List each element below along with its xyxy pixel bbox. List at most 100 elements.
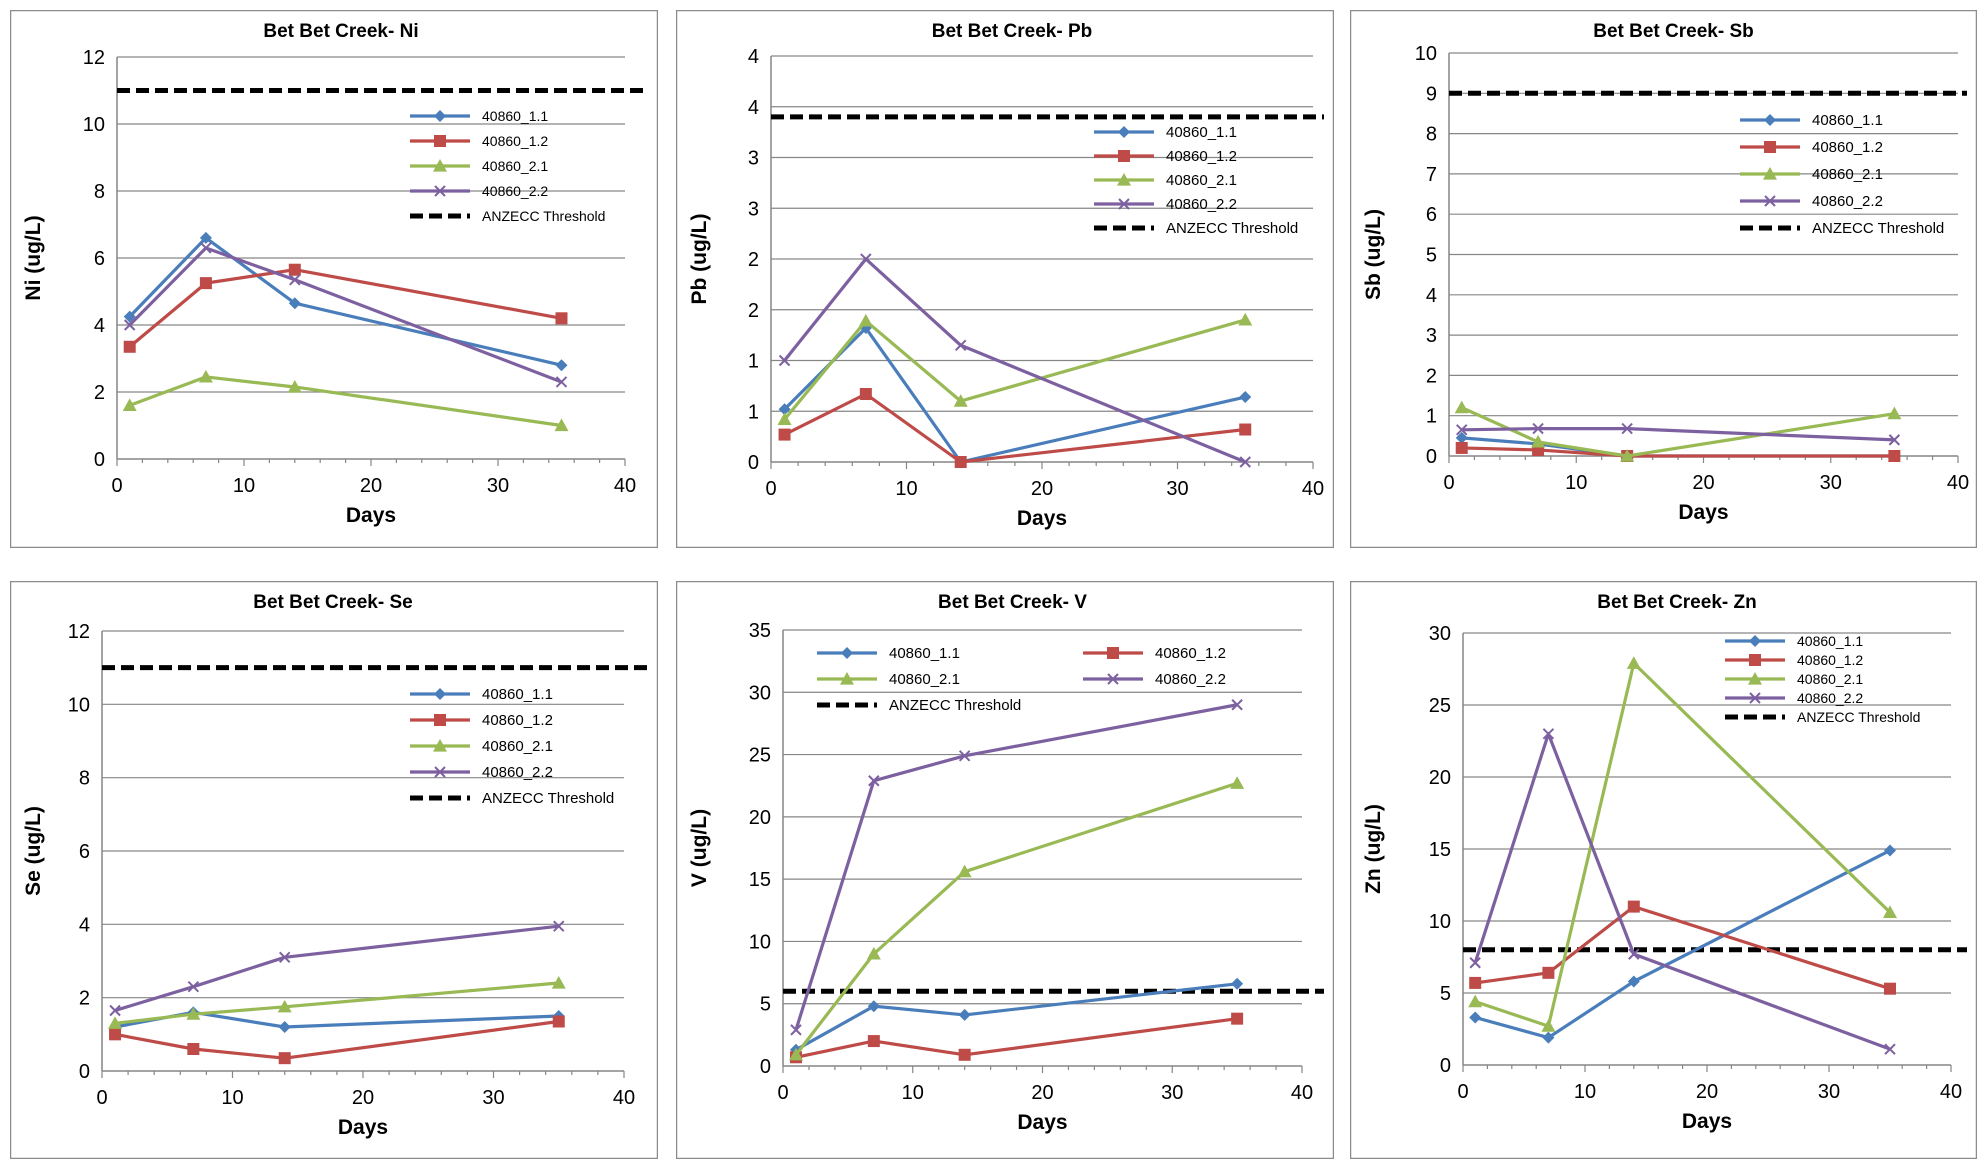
y-tick-label: 4 bbox=[748, 46, 759, 68]
data-point bbox=[958, 1048, 971, 1061]
chart-title: Bet Bet Creek- Se bbox=[253, 592, 412, 613]
x-tick-label: 20 bbox=[1696, 1081, 1718, 1103]
x-tick-label: 0 bbox=[765, 478, 776, 500]
chart-svg: Bet Bet Creek- Se 0 2 4 6 8 10 12 0 10 20 30 40 Days S… bbox=[10, 581, 658, 1159]
y-tick-label: 7 bbox=[1426, 164, 1437, 186]
x-tick-label: 20 bbox=[1692, 472, 1714, 494]
y-tick-label: 0 bbox=[1440, 1055, 1451, 1077]
data-point bbox=[555, 359, 568, 372]
legend-item: 40860_1.1 bbox=[410, 108, 548, 124]
legend-item: 40860_1.1 bbox=[1094, 124, 1237, 141]
data-point bbox=[1628, 948, 1640, 960]
chart-panel: Bet Bet Creek- Se 0 2 4 6 8 10 12 0 10 20 30 40 Days S… bbox=[10, 581, 658, 1159]
legend-label: 40860_1.2 bbox=[1812, 139, 1883, 156]
data-point bbox=[1887, 406, 1902, 420]
series-line bbox=[1461, 426, 1895, 442]
data-point bbox=[788, 1047, 803, 1061]
legend-item: 40860_1.2 bbox=[1083, 645, 1226, 662]
data-point bbox=[1888, 434, 1901, 446]
series-40860_2.1 bbox=[777, 312, 1253, 425]
legend-marker bbox=[1749, 692, 1761, 704]
legend-marker bbox=[1118, 198, 1130, 210]
legend-item: 40860_2.2 bbox=[410, 183, 548, 199]
y-tick-label: 10 bbox=[1429, 911, 1451, 933]
legend-marker bbox=[1763, 167, 1777, 180]
series-line bbox=[783, 318, 1246, 421]
legend-item: 40860_1.2 bbox=[1094, 148, 1237, 165]
y-tick-label: 6 bbox=[79, 841, 90, 863]
x-axis-label: Days bbox=[1017, 1111, 1067, 1134]
legend-marker bbox=[1107, 673, 1119, 685]
legend-label: ANZECC Threshold bbox=[889, 697, 1021, 714]
x-tick-label: 10 bbox=[221, 1087, 243, 1109]
chart-svg: Bet Bet Creek- V 0 5 10 15 20 25 30 35 0 10 20 30 40 D… bbox=[676, 581, 1334, 1159]
data-point bbox=[278, 1052, 291, 1065]
y-tick-label: 2 bbox=[79, 988, 90, 1010]
legend-item: 40860_1.2 bbox=[410, 712, 553, 729]
chart-frame bbox=[676, 10, 1334, 548]
y-tick-label: 25 bbox=[1429, 695, 1451, 717]
y-tick-label: 5 bbox=[1440, 983, 1451, 1005]
data-point bbox=[958, 1008, 971, 1021]
y-tick-label: 10 bbox=[68, 694, 90, 716]
data-point bbox=[953, 394, 968, 407]
legend-item: ANZECC Threshold bbox=[1740, 220, 1944, 237]
x-axis-label: Days bbox=[338, 1116, 388, 1139]
legend: 40860_1.1 40860_1.2 40860_2.1 40860_2.2 ANZE… bbox=[1094, 124, 1298, 237]
legend-marker bbox=[433, 159, 447, 172]
data-point bbox=[858, 313, 873, 327]
data-point bbox=[186, 1007, 201, 1020]
legend-label: 40860_1.2 bbox=[1166, 148, 1237, 165]
x-tick-label: 10 bbox=[902, 1082, 924, 1104]
data-point bbox=[1239, 456, 1251, 468]
data-point bbox=[1626, 656, 1641, 669]
legend-marker bbox=[1117, 173, 1131, 186]
legend-marker bbox=[1107, 647, 1119, 659]
legend-marker bbox=[1764, 195, 1776, 207]
x-tick-label: 0 bbox=[1443, 472, 1454, 494]
series-line bbox=[129, 375, 562, 428]
data-point bbox=[1469, 1011, 1482, 1024]
y-tick-label: 12 bbox=[83, 47, 105, 69]
legend-label: 40860_1.1 bbox=[1812, 112, 1883, 129]
series-40860_1.1 bbox=[123, 231, 568, 372]
x-tick-label: 40 bbox=[1291, 1082, 1313, 1104]
data-point bbox=[1239, 391, 1252, 404]
chart-title: Bet Bet Creek- Pb bbox=[932, 21, 1093, 42]
data-point bbox=[1888, 450, 1901, 462]
y-tick-label: 3 bbox=[748, 148, 759, 170]
data-point bbox=[1469, 957, 1481, 969]
chart-svg: Bet Bet Creek- Sb 0 1 2 3 4 5 6 7 8 9 10 0 10 20 30 40 Da… bbox=[1350, 10, 1977, 548]
data-point bbox=[277, 999, 292, 1013]
series-line bbox=[128, 246, 563, 384]
chart-svg: Bet Bet Creek- Zn 0 5 10 15 20 25 30 0 10 20 30 40 Da… bbox=[1350, 581, 1977, 1159]
data-point bbox=[1542, 966, 1555, 979]
y-tick-label: 10 bbox=[83, 114, 105, 136]
data-point bbox=[278, 1021, 291, 1033]
data-point bbox=[122, 398, 137, 411]
legend-marker bbox=[1764, 114, 1776, 126]
data-point bbox=[109, 1028, 122, 1041]
y-tick-label: 10 bbox=[749, 931, 771, 953]
legend-label: 40860_2.1 bbox=[1797, 671, 1863, 687]
y-tick-label: 0 bbox=[748, 452, 759, 474]
data-point bbox=[554, 418, 569, 432]
data-point bbox=[555, 376, 568, 388]
series-line bbox=[795, 982, 1238, 1052]
y-tick-label: 2 bbox=[748, 249, 759, 271]
legend: 40860_1.1 40860_1.2 40860_2.1 40860_2.2 ANZE… bbox=[1740, 112, 1944, 237]
legend-item: 40860_1.1 bbox=[817, 645, 960, 662]
data-point bbox=[778, 354, 791, 367]
x-tick-label: 30 bbox=[1161, 1082, 1183, 1104]
y-tick-label: 4 bbox=[1426, 285, 1437, 307]
series-40860_2.2 bbox=[790, 699, 1243, 1036]
legend-label: 40860_1.1 bbox=[482, 108, 548, 124]
legend-item: 40860_1.1 bbox=[1740, 112, 1883, 129]
data-point bbox=[790, 1024, 802, 1036]
legend-item: ANZECC Threshold bbox=[410, 790, 614, 807]
legend-label: 40860_2.2 bbox=[1155, 671, 1226, 688]
data-point bbox=[957, 864, 972, 878]
data-point bbox=[109, 1004, 121, 1017]
data-point bbox=[868, 775, 880, 787]
